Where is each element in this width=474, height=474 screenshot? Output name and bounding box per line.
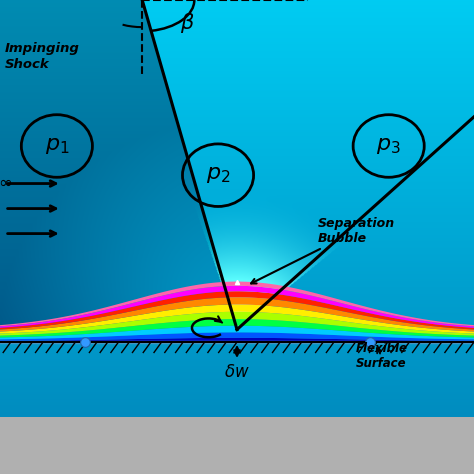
Polygon shape [0,312,474,336]
Polygon shape [0,304,474,334]
Polygon shape [0,297,474,331]
Text: $\infty$: $\infty$ [0,173,12,191]
Text: $p_2$: $p_2$ [206,165,230,185]
Text: $p_1$: $p_1$ [45,136,69,156]
Polygon shape [0,338,474,342]
Text: Flexible
Surface: Flexible Surface [356,342,408,370]
Polygon shape [0,326,474,339]
Polygon shape [0,282,474,326]
Text: $p_3$: $p_3$ [376,136,401,156]
Text: $\delta w$: $\delta w$ [224,363,250,381]
Polygon shape [0,282,474,325]
Text: Separation
Bubble: Separation Bubble [251,217,395,283]
Text: Impinging
Shock: Impinging Shock [5,42,80,71]
Text: $\beta$: $\beta$ [180,11,195,35]
Polygon shape [0,286,474,328]
Polygon shape [0,291,474,329]
Polygon shape [0,319,474,337]
Polygon shape [0,332,474,341]
